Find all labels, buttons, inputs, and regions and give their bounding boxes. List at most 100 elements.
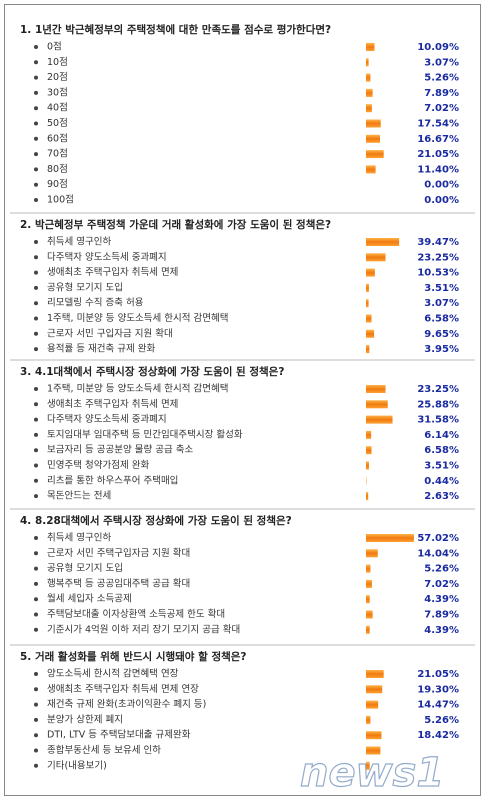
bullet (34, 748, 38, 753)
bar (366, 731, 382, 740)
item-label: 10점 (47, 56, 68, 68)
item-label: 근로자 서민 구입자금 지원 확대 (47, 327, 173, 339)
item-label: 공유형 모기지 도입 (47, 562, 123, 574)
bullet (34, 702, 38, 707)
percent-label: 25.88% (417, 399, 459, 410)
bullet (34, 612, 38, 617)
percent-label: 7.02% (424, 579, 459, 590)
item-label: 민영주택 청약가점제 완화 (47, 459, 149, 471)
bullet (34, 270, 38, 275)
bar (366, 385, 386, 393)
item-label: 1주택, 미분양 등 양도소득세 한시적 감면혜택 (47, 312, 228, 324)
percent-label: 10.53% (417, 268, 459, 279)
item-label: 리츠를 통한 하우스푸어 주택매입 (47, 474, 178, 486)
percent-label: 21.05% (417, 669, 459, 680)
bar (366, 134, 381, 143)
bullet (34, 417, 38, 422)
item-label: 취득세 영구인하 (47, 532, 111, 544)
item-label: 90점 (47, 178, 68, 190)
bullet (34, 733, 38, 738)
bar (366, 564, 371, 573)
bullet (34, 285, 38, 290)
bullet (34, 717, 38, 722)
bullet (34, 90, 38, 95)
percent-label: 6.14% (424, 430, 459, 441)
bullet (34, 331, 38, 336)
bar (366, 446, 372, 455)
percent-label: 21.05% (417, 149, 459, 160)
section-title: 3. 4.1대책에서 주택시장 정상화에 가장 도움이 된 정책은? (20, 365, 284, 378)
item-label: 용적률 등 재건축 규제 완화 (47, 343, 155, 355)
bar (366, 165, 376, 174)
percent-label: 0.00% (424, 180, 459, 191)
percent-label: 7.02% (424, 103, 459, 114)
bullet (34, 255, 38, 260)
bar (366, 73, 371, 82)
bar (366, 58, 369, 67)
bar (366, 492, 369, 501)
item-label: 다주택자 양도소득세 중과폐지 (47, 413, 167, 425)
item-label: 80점 (47, 163, 68, 175)
section-title: 2. 박근혜정부 주택정책 가운데 거래 활성화에 가장 도움이 된 정책은? (20, 218, 331, 231)
percent-label: 3.51% (424, 461, 459, 472)
section-title: 5. 거래 활성화를 위해 반드시 시행돼야 할 정책은? (20, 650, 247, 663)
bar (366, 43, 375, 51)
item-label: 100점 (47, 194, 74, 206)
bar (366, 238, 400, 246)
item-label: 재건축 규제 완화(초과이익환수 폐지 등) (47, 698, 206, 710)
bar (366, 595, 370, 604)
bullet (34, 152, 38, 157)
bullet (34, 432, 38, 437)
item-label: 취득세 영구인하 (47, 236, 111, 248)
bullet (34, 387, 38, 391)
bar (366, 283, 369, 292)
item-label: 30점 (47, 86, 68, 98)
bullet (34, 597, 38, 602)
item-label: 행복주택 등 공공임대주택 공급 확대 (47, 577, 190, 589)
bullet (34, 182, 38, 187)
item-label: 생애최초 주택구입자 취득세 면제 (47, 398, 178, 410)
item-label: 종합부동산세 등 보유세 인하 (47, 744, 161, 756)
percent-label: 0.44% (424, 476, 459, 487)
bar (366, 461, 369, 470)
section-title: 1. 1년간 박근혜정부의 주택정책에 대한 만족도를 점수로 평가한다면? (20, 23, 331, 36)
bar (366, 549, 378, 558)
bullet (34, 240, 38, 244)
bullet (34, 478, 38, 483)
bar (366, 119, 381, 128)
percent-label: 2.63% (424, 491, 459, 502)
bar (366, 761, 370, 770)
percent-label: 14.04% (417, 548, 459, 559)
bullet (34, 551, 38, 556)
item-label: 기타(내용보기) (47, 760, 107, 771)
bar (366, 534, 414, 542)
percent-label: 23.25% (417, 384, 459, 395)
bar (366, 685, 383, 694)
percent-label: 5.26% (424, 73, 459, 84)
bullet (34, 581, 38, 586)
bar (366, 746, 381, 755)
bullet (34, 136, 38, 141)
item-label: 20점 (47, 71, 68, 83)
bullet (34, 463, 38, 468)
percent-label: 4.39% (424, 594, 459, 605)
percent-label: 31.58% (417, 415, 459, 426)
bar (366, 88, 373, 97)
percent-label: 6.58% (424, 445, 459, 456)
bullet (34, 687, 38, 692)
item-label: 월세 세입자 소득공제 (47, 593, 132, 605)
item-label: 40점 (47, 102, 68, 114)
percent-label: 0.00% (424, 195, 459, 206)
percent-label: 5.26% (424, 564, 459, 575)
bar (366, 268, 375, 277)
bar (366, 104, 372, 113)
bullet (34, 494, 38, 499)
item-label: 다주택자 양도소득세 중과폐지 (47, 251, 167, 263)
item-label: 주택담보대출 이자상환액 소득공제 한도 확대 (47, 608, 225, 620)
percent-label: 14.47% (417, 700, 459, 711)
item-label: 근로자 서민 주택구입자금 지원 확대 (47, 547, 190, 559)
item-label: 리모델링 수직 증축 허용 (47, 297, 144, 309)
bullet (34, 301, 38, 306)
bullet (34, 763, 38, 768)
percent-label: 3.51% (424, 283, 459, 294)
